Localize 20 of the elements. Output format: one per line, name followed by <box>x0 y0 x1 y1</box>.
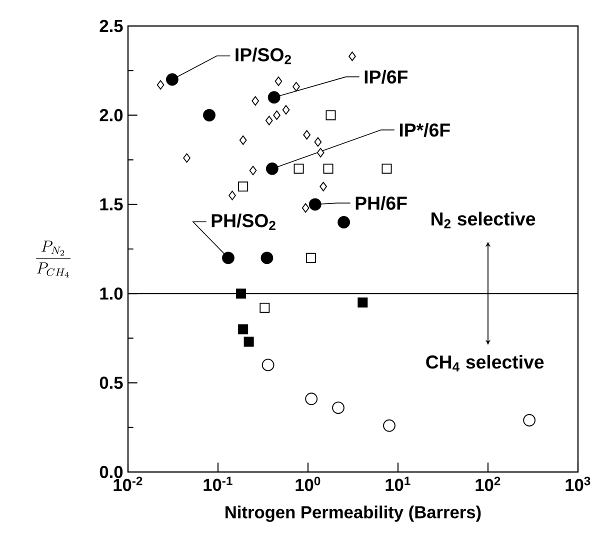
annotation: PH/6F <box>356 196 407 210</box>
x-tick-label: 10$^{1}$ <box>386 476 410 492</box>
annotation: N$_{2}$ selective <box>432 212 536 228</box>
x-tick-label: 10$^{-1}$ <box>204 476 232 492</box>
x-tick-label: 10$^{0}$ <box>296 476 320 492</box>
y-axis-title: $\frac{P_{N_2}}{P_{CH_4}}$ <box>36 240 71 278</box>
x-tick-label: 10$^{2}$ <box>476 476 500 492</box>
annotation: IP*/6F <box>400 122 450 137</box>
annotation: IP/6F <box>364 70 408 84</box>
annotation: CH$_{4}$ selective <box>426 354 544 372</box>
y-tick-label: 1.0 <box>100 287 123 300</box>
y-tick-label: 0.0 <box>100 466 123 478</box>
y-tick-label: 2.0 <box>100 109 123 122</box>
y-tick-label: 1.5 <box>100 198 123 210</box>
annotation: IP/SO$_{2}$ <box>236 48 291 64</box>
y-tick-label: 2.5 <box>100 20 123 32</box>
annotation: PH/SO$_{2}$ <box>212 214 276 230</box>
x-tick-label: 10$^{3}$ <box>566 476 590 492</box>
x-axis-title: Nitrogen Permeability (Barrers) <box>226 506 481 522</box>
y-tick-label: 0.5 <box>100 376 123 389</box>
